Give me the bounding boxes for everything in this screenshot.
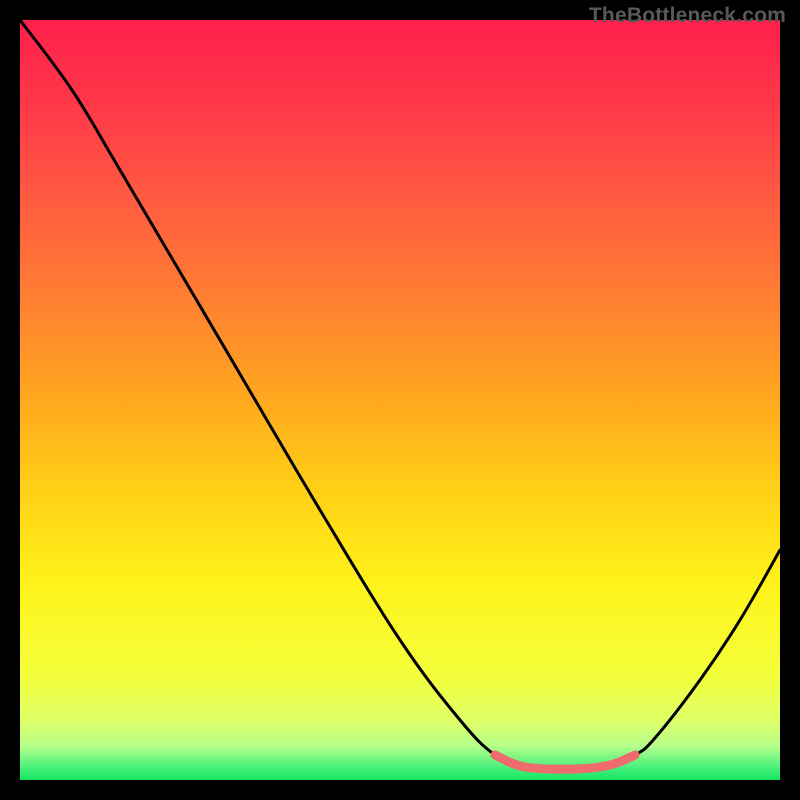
gradient-background [20,20,780,780]
chart-container: TheBottleneck.com [0,0,800,800]
bottleneck-chart [0,0,800,800]
watermark: TheBottleneck.com [589,4,786,28]
